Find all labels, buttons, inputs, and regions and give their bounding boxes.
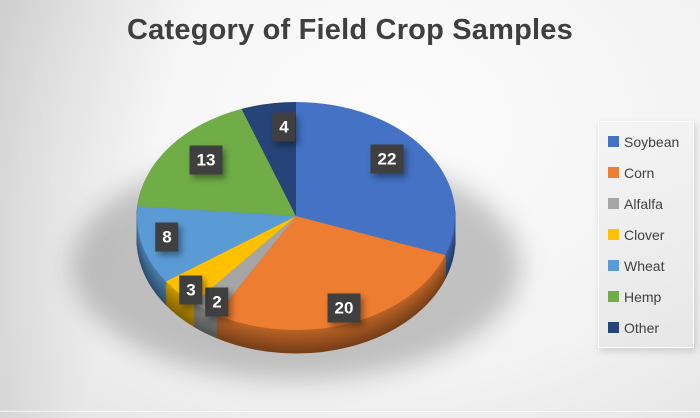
legend-label: Hemp [624, 288, 662, 305]
data-label-corn: 20 [327, 293, 361, 323]
legend-label: Corn [624, 164, 655, 181]
slide-bottom-edge [0, 410, 700, 412]
legend-swatch-icon [608, 136, 619, 147]
legend-item-alfalfa: Alfalfa [599, 188, 693, 219]
pie-slice-corn [216, 216, 446, 330]
pie-3d-top-surface [137, 102, 455, 330]
legend-item-soybean: Soybean [599, 126, 693, 157]
legend-swatch-icon [608, 229, 619, 240]
legend-item-other: Other [599, 312, 693, 343]
legend-item-corn: Corn [599, 157, 693, 188]
legend: Soybean Corn Alfalfa Clover Wheat Hemp Other [598, 121, 694, 348]
legend-label: Clover [624, 226, 665, 243]
legend-label: Other [624, 319, 660, 336]
legend-label: Wheat [624, 257, 665, 274]
legend-item-clover: Clover [599, 219, 693, 250]
data-label-clover: 3 [179, 275, 203, 305]
data-label-other: 4 [272, 112, 296, 142]
pie-slice-soybean [296, 102, 455, 255]
legend-swatch-icon [608, 322, 619, 333]
legend-label: Alfalfa [624, 195, 663, 212]
legend-item-wheat: Wheat [599, 250, 693, 281]
data-label-wheat: 8 [155, 222, 179, 252]
legend-swatch-icon [608, 167, 619, 178]
data-label-soybean: 22 [370, 144, 404, 174]
legend-item-hemp: Hemp [599, 281, 693, 312]
data-label-hemp: 13 [189, 145, 223, 175]
data-label-alfalfa: 2 [205, 287, 229, 317]
legend-label: Soybean [624, 133, 680, 150]
legend-swatch-icon [608, 198, 619, 209]
legend-swatch-icon [608, 260, 619, 271]
chart-title: Category of Field Crop Samples [127, 14, 573, 46]
legend-swatch-icon [608, 291, 619, 302]
